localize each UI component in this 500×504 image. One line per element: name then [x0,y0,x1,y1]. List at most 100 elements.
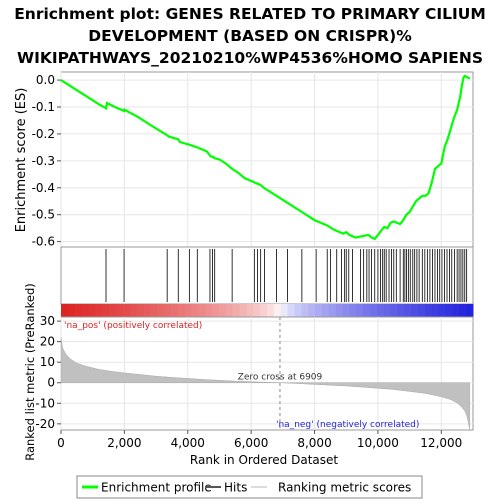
color-band-segment [280,304,289,317]
ranked-y-tick-label: -10 [35,396,55,410]
pos-correlated-label: 'na_pos' (positively correlated) [64,321,202,331]
hits-panel-frame [60,246,474,305]
color-band-segment [424,304,433,317]
ranking-color-band [61,304,474,317]
ranked-y-tick-label: 10 [40,355,55,369]
ranked-y-tick-label: 0 [47,376,55,390]
color-band-segment [61,304,69,317]
color-band-segment [157,304,165,317]
color-band-segment [376,304,385,317]
color-band-segment [115,304,124,317]
color-band-segment [253,304,261,317]
chart-title-line-3: WIKIPATHWAYS_20210210%WP4536%HOMO SAPIEN… [17,49,483,67]
color-band-segment [212,304,220,317]
color-band-segment [273,304,282,317]
color-band-segment [109,304,117,317]
x-tick-label: 0 [57,436,65,450]
es-y-tick-label: 0.0 [36,73,55,87]
chart-title-line-2: DEVELOPMENT (BASED ON CRISPR)% [88,27,412,45]
ranked-y-tick-label: -20 [35,417,55,431]
color-band-segment [390,304,398,317]
color-band-segment [438,304,447,317]
color-band-segment [267,304,275,317]
ranked-y-tick-label: 30 [40,314,55,328]
color-band-segment [349,304,357,317]
color-band-segment [191,304,199,317]
color-band-segment [260,304,268,317]
chart-title-line-1: Enrichment plot: GENES RELATED TO PRIMAR… [14,5,486,23]
es-y-tick-label: -0.5 [32,208,55,222]
color-band-segment [404,304,412,317]
color-band-segment [301,304,309,317]
es-y-tick-label: -0.3 [32,154,55,168]
legend-frame [76,475,423,499]
x-tick-label: 10,000 [357,436,399,450]
x-tick-label: 6,000 [234,436,268,450]
color-band-segment [74,304,83,317]
enrichment-profile-line [60,74,471,241]
color-band-segment [225,304,234,317]
x-tick-label: 8,000 [297,436,331,450]
es-y-axis-ticks: 0.0 -0.1 -0.2 -0.3 -0.4 -0.5 -0.6 [32,73,61,249]
color-band-segment [177,304,186,317]
color-band-segment [335,304,344,317]
color-band-segment [122,304,131,317]
color-band-segment [88,304,96,317]
color-band-segment [67,304,76,317]
color-band-segment [383,304,392,317]
neg-correlated-label: 'na_neg' (negatively correlated) [276,420,419,430]
x-axis-ticks: 0 2,000 4,000 6,000 8,000 10,000 12,000 [57,430,462,450]
color-band-segment [363,304,371,317]
color-band-segment [205,304,213,317]
color-band-segment [294,304,302,317]
color-band-segment [418,304,426,317]
x-tick-label: 4,000 [171,436,205,450]
color-band-segment [129,304,138,317]
color-band-segment [315,304,323,317]
color-band-segment [198,304,206,317]
color-band-segment [143,304,151,317]
ranked-y-axis-label: Ranked list metric (PreRanked) [23,283,37,461]
legend-label-enrichment: Enrichment profile [101,481,212,495]
color-band-segment [356,304,364,317]
color-band-segment [239,304,247,317]
color-band-segment [170,304,179,317]
es-y-tick-label: -0.1 [32,100,55,114]
color-band-segment [150,304,158,317]
x-axis-label: Rank in Ordered Dataset [190,453,338,467]
color-band-segment [164,304,172,317]
es-y-tick-label: -0.6 [32,235,55,249]
color-band-segment [328,304,337,317]
color-band-segment [466,304,474,317]
color-band-segment [370,304,378,317]
es-panel-frame [60,71,474,248]
color-band-segment [445,304,453,317]
color-band-segment [431,304,440,317]
legend: Enrichment profile Hits Ranking metric s… [76,475,423,499]
color-band-segment [136,304,144,317]
x-tick-label: 12,000 [420,436,462,450]
color-band-segment [287,304,295,317]
zero-cross-label: Zero cross at 6909 [238,373,323,383]
color-band-segment [411,304,419,317]
color-band-segment [218,304,227,317]
color-band-segment [459,304,467,317]
color-band-segment [232,304,241,317]
color-band-segment [452,304,460,317]
ranked-y-tick-label: 20 [40,335,55,349]
es-y-tick-label: -0.4 [32,181,55,195]
hits-markers [105,249,468,302]
es-y-tick-label: -0.2 [32,127,55,141]
es-y-axis-label: Enrichment score (ES) [14,88,29,233]
color-band-segment [397,304,405,317]
color-band-segment [95,304,103,317]
ranking-metric-area [60,337,471,431]
ranked-y-axis-ticks: 30 20 10 0 -10 -20 [35,314,61,431]
color-band-segment [321,304,330,317]
x-tick-label: 2,000 [107,436,141,450]
color-band-segment [81,304,89,317]
color-band-segment [102,304,110,317]
legend-label-ranking: Ranking metric scores [278,481,411,495]
